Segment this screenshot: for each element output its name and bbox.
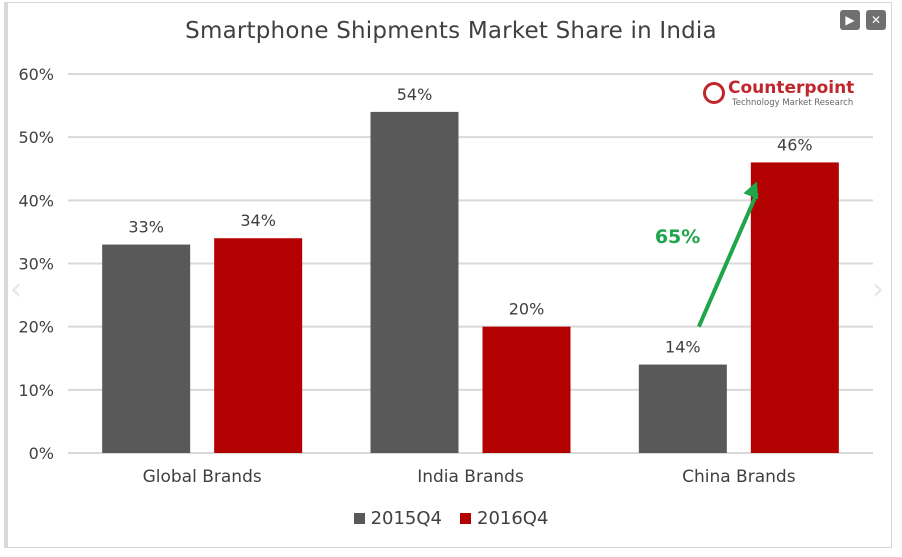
y-tick-label: 30%: [18, 255, 54, 274]
bar-data-label: 54%: [397, 85, 433, 104]
legend-swatch-2016q4: [460, 513, 471, 524]
chevron-right-icon: ›: [872, 272, 884, 307]
x-tick-label: China Brands: [682, 467, 796, 487]
bar-data-label: 14%: [665, 338, 701, 357]
growth-arrow-head-icon: [743, 181, 759, 200]
logo-mark-icon: [703, 82, 725, 104]
y-tick-label: 20%: [18, 318, 54, 337]
play-icon: ▶: [845, 13, 855, 27]
bar-data-label: 34%: [240, 211, 276, 230]
growth-annotation-label: 65%: [655, 226, 700, 248]
legend-item-2016q4: 2016Q4: [460, 508, 548, 529]
x-tick-label: Global Brands: [143, 467, 262, 487]
bar-2016q4-0: [214, 238, 303, 453]
growth-arrow-shaft: [696, 192, 759, 328]
x-tick-label: India Brands: [417, 467, 524, 487]
logo-name: Counterpoint: [728, 78, 855, 98]
bar-data-label: 46%: [777, 135, 813, 154]
close-icon: ✕: [870, 13, 882, 27]
chevron-left-icon: ‹: [10, 272, 22, 307]
bar-data-label: 33%: [128, 218, 164, 237]
y-tick-label: 50%: [18, 128, 54, 147]
bar-2015q4-2: [638, 364, 727, 453]
legend-label-2015q4: 2015Q4: [370, 508, 442, 529]
legend-swatch-2015q4: [353, 513, 365, 524]
chart-title: Smartphone Shipments Market Share in Ind…: [185, 18, 717, 44]
y-tick-label: 10%: [18, 381, 54, 400]
bar-2015q4-1: [370, 111, 459, 454]
legend: 2015Q4 2016Q4: [0, 508, 902, 529]
bar-2016q4-2: [750, 162, 839, 453]
legend-item-2015q4: 2015Q4: [353, 508, 442, 529]
y-tick-label: 60%: [18, 65, 54, 84]
next-button[interactable]: ›: [872, 272, 884, 307]
play-button[interactable]: ▶: [840, 10, 860, 30]
prev-button[interactable]: ‹: [10, 272, 22, 307]
close-button[interactable]: ✕: [866, 10, 886, 30]
logo-tagline: Technology Market Research: [732, 98, 854, 108]
y-tick-label: 0%: [29, 444, 54, 463]
bar-2015q4-0: [102, 244, 191, 453]
bar-2016q4-1: [482, 326, 571, 453]
y-tick-label: 40%: [18, 191, 54, 210]
bar-data-label: 20%: [509, 300, 545, 319]
legend-label-2016q4: 2016Q4: [477, 508, 549, 529]
